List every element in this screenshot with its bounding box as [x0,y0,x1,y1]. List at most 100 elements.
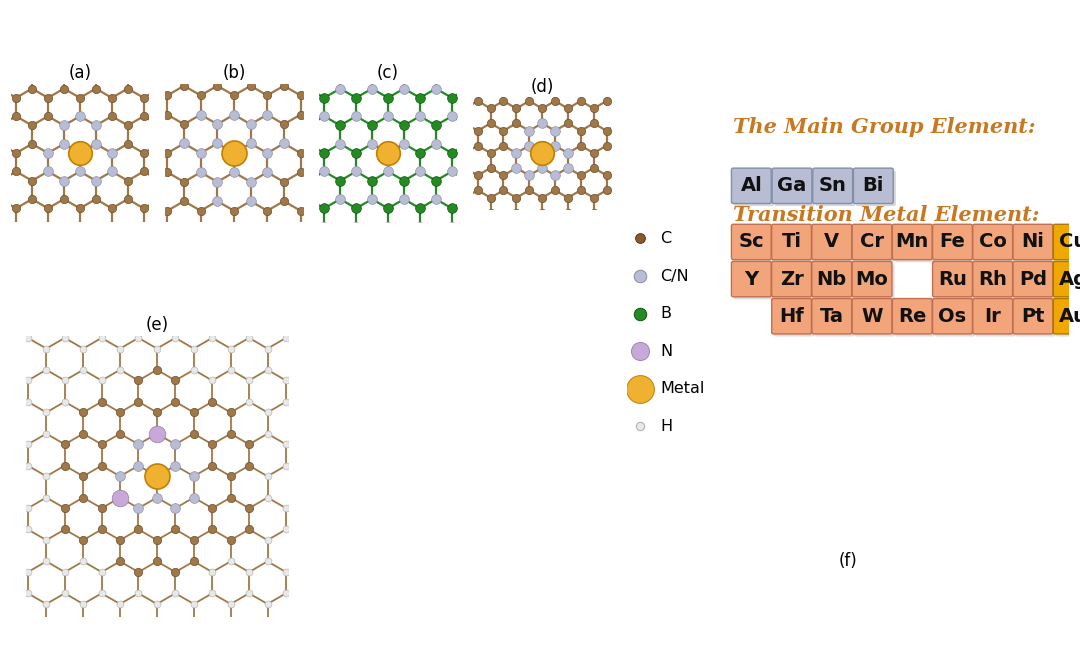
Text: Fe: Fe [940,232,966,251]
FancyBboxPatch shape [812,299,852,334]
Title: (c): (c) [377,64,399,82]
FancyBboxPatch shape [731,168,771,204]
Text: B: B [660,306,672,321]
FancyBboxPatch shape [731,262,771,297]
FancyBboxPatch shape [975,227,1015,262]
FancyBboxPatch shape [933,299,972,334]
FancyBboxPatch shape [1053,262,1080,297]
Text: Pd: Pd [1018,269,1047,289]
FancyBboxPatch shape [772,262,811,297]
Text: Pt: Pt [1022,307,1044,326]
FancyBboxPatch shape [895,227,935,262]
Text: Rh: Rh [978,269,1008,289]
FancyBboxPatch shape [1015,227,1055,262]
Text: Ir: Ir [984,307,1001,326]
FancyBboxPatch shape [774,301,814,337]
FancyBboxPatch shape [731,225,771,260]
FancyBboxPatch shape [812,262,852,297]
FancyBboxPatch shape [1053,225,1080,260]
Title: (e): (e) [146,317,168,334]
Text: Mn: Mn [895,232,929,251]
Text: W: W [861,307,882,326]
Text: (f): (f) [839,552,858,570]
Title: (a): (a) [68,64,92,82]
FancyBboxPatch shape [1056,264,1080,299]
FancyBboxPatch shape [933,262,972,297]
Text: Sc: Sc [739,232,765,251]
Text: C: C [660,231,672,246]
Text: Os: Os [939,307,967,326]
FancyBboxPatch shape [774,227,814,262]
Text: Sn: Sn [819,177,847,195]
FancyBboxPatch shape [975,301,1015,337]
FancyBboxPatch shape [814,227,854,262]
FancyBboxPatch shape [815,171,855,206]
FancyBboxPatch shape [973,299,1013,334]
FancyBboxPatch shape [772,299,811,334]
Title: (d): (d) [530,78,554,95]
Text: Cu: Cu [1059,232,1080,251]
FancyBboxPatch shape [975,264,1015,299]
FancyBboxPatch shape [856,171,896,206]
FancyBboxPatch shape [814,301,854,337]
Text: Cr: Cr [860,232,885,251]
FancyBboxPatch shape [734,171,774,206]
Text: N: N [660,344,673,359]
FancyBboxPatch shape [1053,299,1080,334]
FancyBboxPatch shape [1013,299,1053,334]
Text: Hf: Hf [779,307,804,326]
FancyBboxPatch shape [1015,264,1055,299]
Text: Bi: Bi [863,177,885,195]
Text: Ni: Ni [1022,232,1044,251]
FancyBboxPatch shape [854,227,894,262]
FancyBboxPatch shape [1013,225,1053,260]
Text: Y: Y [744,269,758,289]
FancyBboxPatch shape [973,225,1013,260]
Text: Co: Co [978,232,1007,251]
FancyBboxPatch shape [892,299,932,334]
FancyBboxPatch shape [1056,301,1080,337]
Text: Au: Au [1058,307,1080,326]
Text: Transition Metal Element:: Transition Metal Element: [733,205,1040,225]
Text: Ga: Ga [778,177,807,195]
FancyBboxPatch shape [772,225,811,260]
Text: Ru: Ru [939,269,967,289]
Text: H: H [660,419,673,434]
Text: Nb: Nb [816,269,847,289]
FancyBboxPatch shape [1013,262,1053,297]
Text: The Main Group Element:: The Main Group Element: [733,117,1036,137]
FancyBboxPatch shape [895,301,935,337]
FancyBboxPatch shape [812,225,852,260]
FancyBboxPatch shape [852,299,892,334]
FancyBboxPatch shape [854,264,894,299]
FancyBboxPatch shape [774,264,814,299]
Text: Zr: Zr [780,269,804,289]
FancyBboxPatch shape [892,225,932,260]
FancyBboxPatch shape [774,171,814,206]
Text: Al: Al [741,177,762,195]
Text: Mo: Mo [855,269,889,289]
FancyBboxPatch shape [813,168,852,204]
FancyBboxPatch shape [852,262,892,297]
FancyBboxPatch shape [734,227,774,262]
FancyBboxPatch shape [935,264,975,299]
FancyBboxPatch shape [935,301,975,337]
FancyBboxPatch shape [772,168,812,204]
FancyBboxPatch shape [852,225,892,260]
Text: Ag: Ag [1058,269,1080,289]
FancyBboxPatch shape [853,168,893,204]
Text: Ta: Ta [820,307,843,326]
FancyBboxPatch shape [935,227,975,262]
Text: Metal: Metal [660,381,704,397]
FancyBboxPatch shape [1056,227,1080,262]
Text: Re: Re [899,307,927,326]
Text: C/N: C/N [660,269,689,284]
FancyBboxPatch shape [814,264,854,299]
Text: Ti: Ti [782,232,801,251]
FancyBboxPatch shape [734,264,774,299]
Text: V: V [824,232,839,251]
FancyBboxPatch shape [1015,301,1055,337]
FancyBboxPatch shape [854,301,894,337]
FancyBboxPatch shape [973,262,1013,297]
FancyBboxPatch shape [933,225,972,260]
